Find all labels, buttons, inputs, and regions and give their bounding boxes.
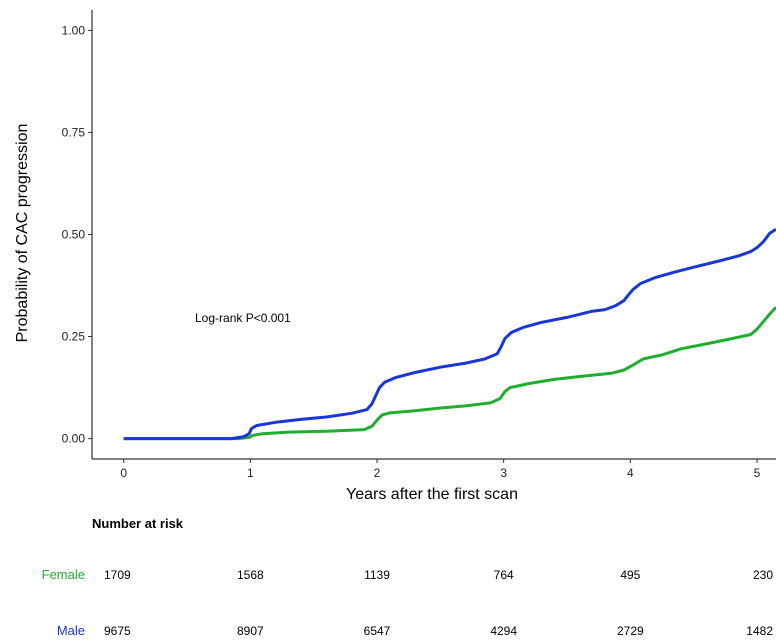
risk-value: 1568	[237, 568, 264, 582]
risk-table: Female 1709 1568 1139 764 495 230 Male 9675 8907 6…	[42, 567, 774, 638]
y-tick-label: 1.00	[62, 23, 86, 37]
risk-value: 1709	[104, 568, 131, 582]
x-tick-label: 3	[500, 466, 507, 480]
risk-value: 230	[753, 568, 773, 582]
x-tick-label: 1	[247, 466, 254, 480]
risk-value: 6547	[364, 624, 391, 638]
risk-value: 495	[620, 568, 640, 582]
curve-male	[123, 227, 776, 441]
x-tick-label: 0	[120, 466, 127, 480]
y-tick-label: 0.00	[62, 432, 86, 446]
risk-value: 4294	[490, 624, 517, 638]
risk-value: 1139	[364, 568, 390, 582]
risk-table-title: Number at risk	[92, 516, 184, 531]
risk-value: 9675	[104, 624, 131, 638]
x-tick-label: 4	[627, 466, 634, 480]
x-tick-label: 5	[754, 466, 761, 480]
x-tick-label: 2	[374, 466, 381, 480]
x-ticks: 0 1 2 3 4 5	[120, 459, 761, 480]
axes	[91, 10, 776, 460]
risk-value: 1482	[746, 624, 773, 638]
y-tick-label: 0.25	[62, 330, 86, 344]
risk-value: 2729	[617, 624, 644, 638]
x-axis-title: Years after the first scan	[346, 486, 518, 503]
risk-row-label-male: Male	[57, 623, 85, 638]
y-tick-label: 0.50	[62, 228, 86, 242]
y-tick-label: 0.75	[62, 125, 86, 139]
curve-female	[123, 306, 776, 441]
risk-value: 8907	[237, 624, 264, 638]
risk-row-label-female: Female	[42, 567, 85, 582]
y-axis-title: Probability of CAC progression	[14, 124, 31, 343]
y-ticks: 0.00 0.25 0.50 0.75 1.00	[62, 23, 92, 446]
log-rank-annotation: Log-rank P<0.001	[195, 311, 291, 325]
risk-value: 764	[494, 568, 514, 582]
curves	[123, 227, 776, 441]
